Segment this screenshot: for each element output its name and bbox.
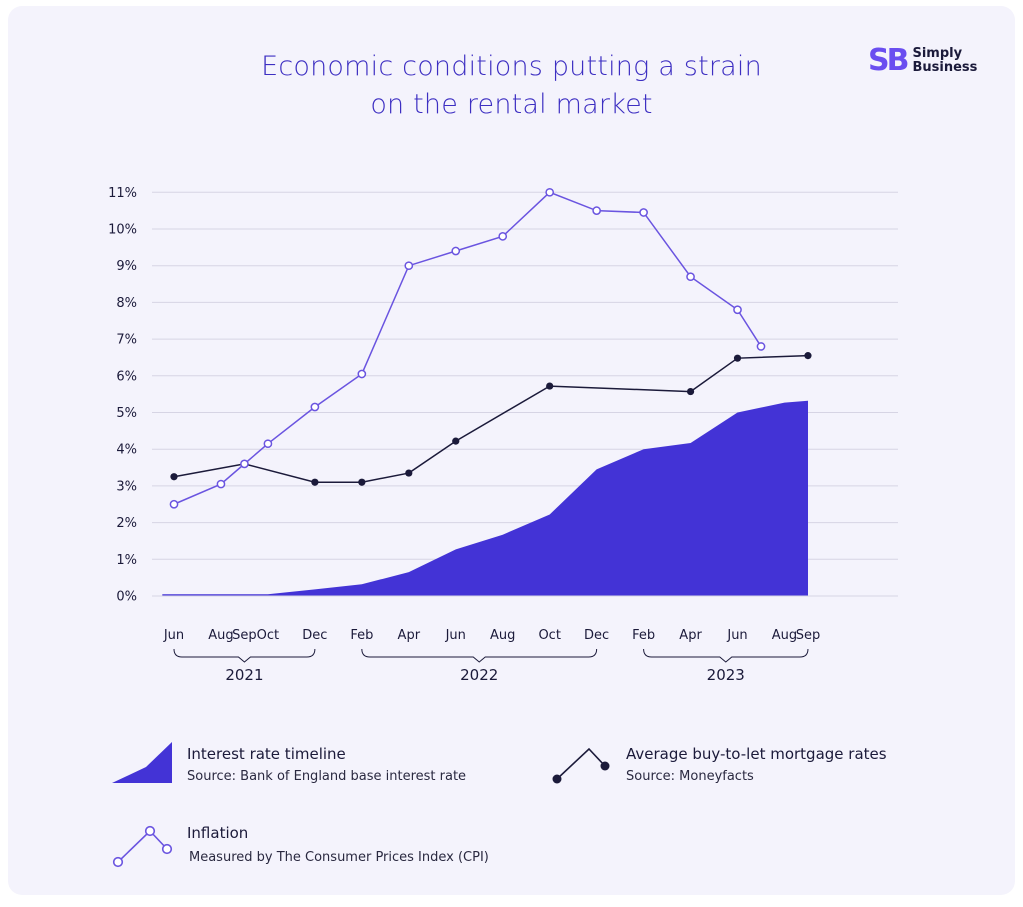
x-tick-label: Jun	[445, 628, 466, 643]
x-tick-label: Dec	[302, 628, 327, 643]
y-tick-label: 3%	[116, 479, 137, 494]
logo-wordmark: Simply Business	[912, 47, 977, 75]
y-tick-label: 0%	[116, 590, 137, 605]
x-tick-label: Jun	[726, 628, 747, 643]
legend-interest-title: Interest rate timeline	[187, 745, 346, 763]
inflation-point	[545, 187, 555, 197]
x-tick-label: Aug	[772, 628, 797, 643]
logo-mark: SB	[868, 43, 910, 78]
chart-card	[8, 6, 1015, 895]
legend-inflation: Inflation Measured by The Consumer Price…	[187, 824, 489, 865]
x-tick-label: Sep	[232, 628, 257, 643]
inflation-point	[310, 402, 320, 412]
x-tick-label: Sep	[796, 628, 821, 643]
inflation-point	[404, 261, 414, 271]
logo-line1: Simply	[912, 46, 963, 61]
chart-title: Economic conditions putting a strain on …	[0, 48, 1023, 124]
y-tick-label: 2%	[116, 516, 137, 531]
legend-inflation-source: Measured by The Consumer Prices Index (C…	[189, 850, 489, 865]
mortgage-rate-point	[804, 352, 812, 360]
x-tick-label: Aug	[208, 628, 233, 643]
y-tick-label: 4%	[116, 443, 137, 458]
x-tick-label: Feb	[632, 628, 655, 643]
inflation-point	[592, 206, 601, 215]
year-brace	[173, 648, 316, 663]
inflation-point	[756, 342, 766, 351]
legend-inflation-title: Inflation	[187, 824, 249, 842]
legend-mortgage: Average buy-to-let mortgage rates Source…	[626, 745, 887, 784]
legend-interest: Interest rate timeline Source: Bank of E…	[187, 745, 466, 784]
inflation-point	[240, 459, 249, 469]
y-tick-label: 10%	[108, 223, 137, 238]
y-tick-label: 1%	[116, 553, 137, 568]
mortgage-rate-point	[311, 478, 319, 486]
inflation-point	[733, 305, 742, 315]
chart-title-line2: on the rental market	[370, 89, 653, 120]
x-tick-label: Oct	[538, 628, 560, 643]
inflation-point	[169, 499, 179, 509]
y-tick-label: 8%	[116, 296, 137, 311]
simply-business-logo: SB Simply Business	[868, 44, 977, 78]
year-label: 2022	[460, 666, 498, 684]
x-tick-label: Aug	[490, 628, 515, 643]
legend-mortgage-source: Source: Moneyfacts	[626, 769, 754, 784]
mortgage-rate-point	[733, 354, 742, 362]
inflation-point	[451, 246, 461, 256]
year-label: 2021	[225, 666, 263, 684]
chart-title-line1: Economic conditions putting a strain	[261, 51, 762, 82]
y-tick-label: 5%	[116, 406, 137, 421]
x-tick-label: Apr	[398, 628, 421, 643]
inflation-point	[216, 479, 226, 489]
inflation-point	[498, 231, 508, 241]
inflation-point	[263, 439, 273, 449]
inflation-point	[357, 369, 367, 379]
inflation-point	[686, 272, 695, 282]
y-tick-label: 11%	[108, 186, 137, 201]
mortgage-rate-point	[358, 478, 366, 486]
y-tick-label: 6%	[116, 369, 137, 384]
year-label: 2023	[707, 666, 745, 684]
x-tick-label: Apr	[679, 628, 702, 643]
logo-line2: Business	[912, 60, 978, 75]
year-brace	[643, 648, 809, 663]
mortgage-rate-point	[405, 469, 413, 477]
x-tick-label: Oct	[257, 628, 279, 643]
mortgage-rate-point	[452, 437, 460, 445]
mortgage-rate-point	[686, 387, 695, 396]
interest-rate-area	[162, 400, 809, 596]
y-tick-label: 7%	[116, 333, 137, 348]
x-tick-label: Dec	[584, 628, 609, 643]
mortgage-rate-point	[546, 382, 554, 390]
x-tick-label: Feb	[350, 628, 373, 643]
x-tick-label: Jun	[163, 628, 184, 643]
y-tick-label: 9%	[116, 259, 137, 274]
year-brace	[361, 648, 598, 663]
mortgage-rate-line	[173, 354, 808, 483]
inflation-point	[639, 208, 648, 217]
mortgage-rate-point	[170, 473, 178, 481]
legend-interest-source: Source: Bank of England base interest ra…	[187, 769, 467, 784]
legend-mortgage-title: Average buy-to-let mortgage rates	[626, 745, 887, 763]
